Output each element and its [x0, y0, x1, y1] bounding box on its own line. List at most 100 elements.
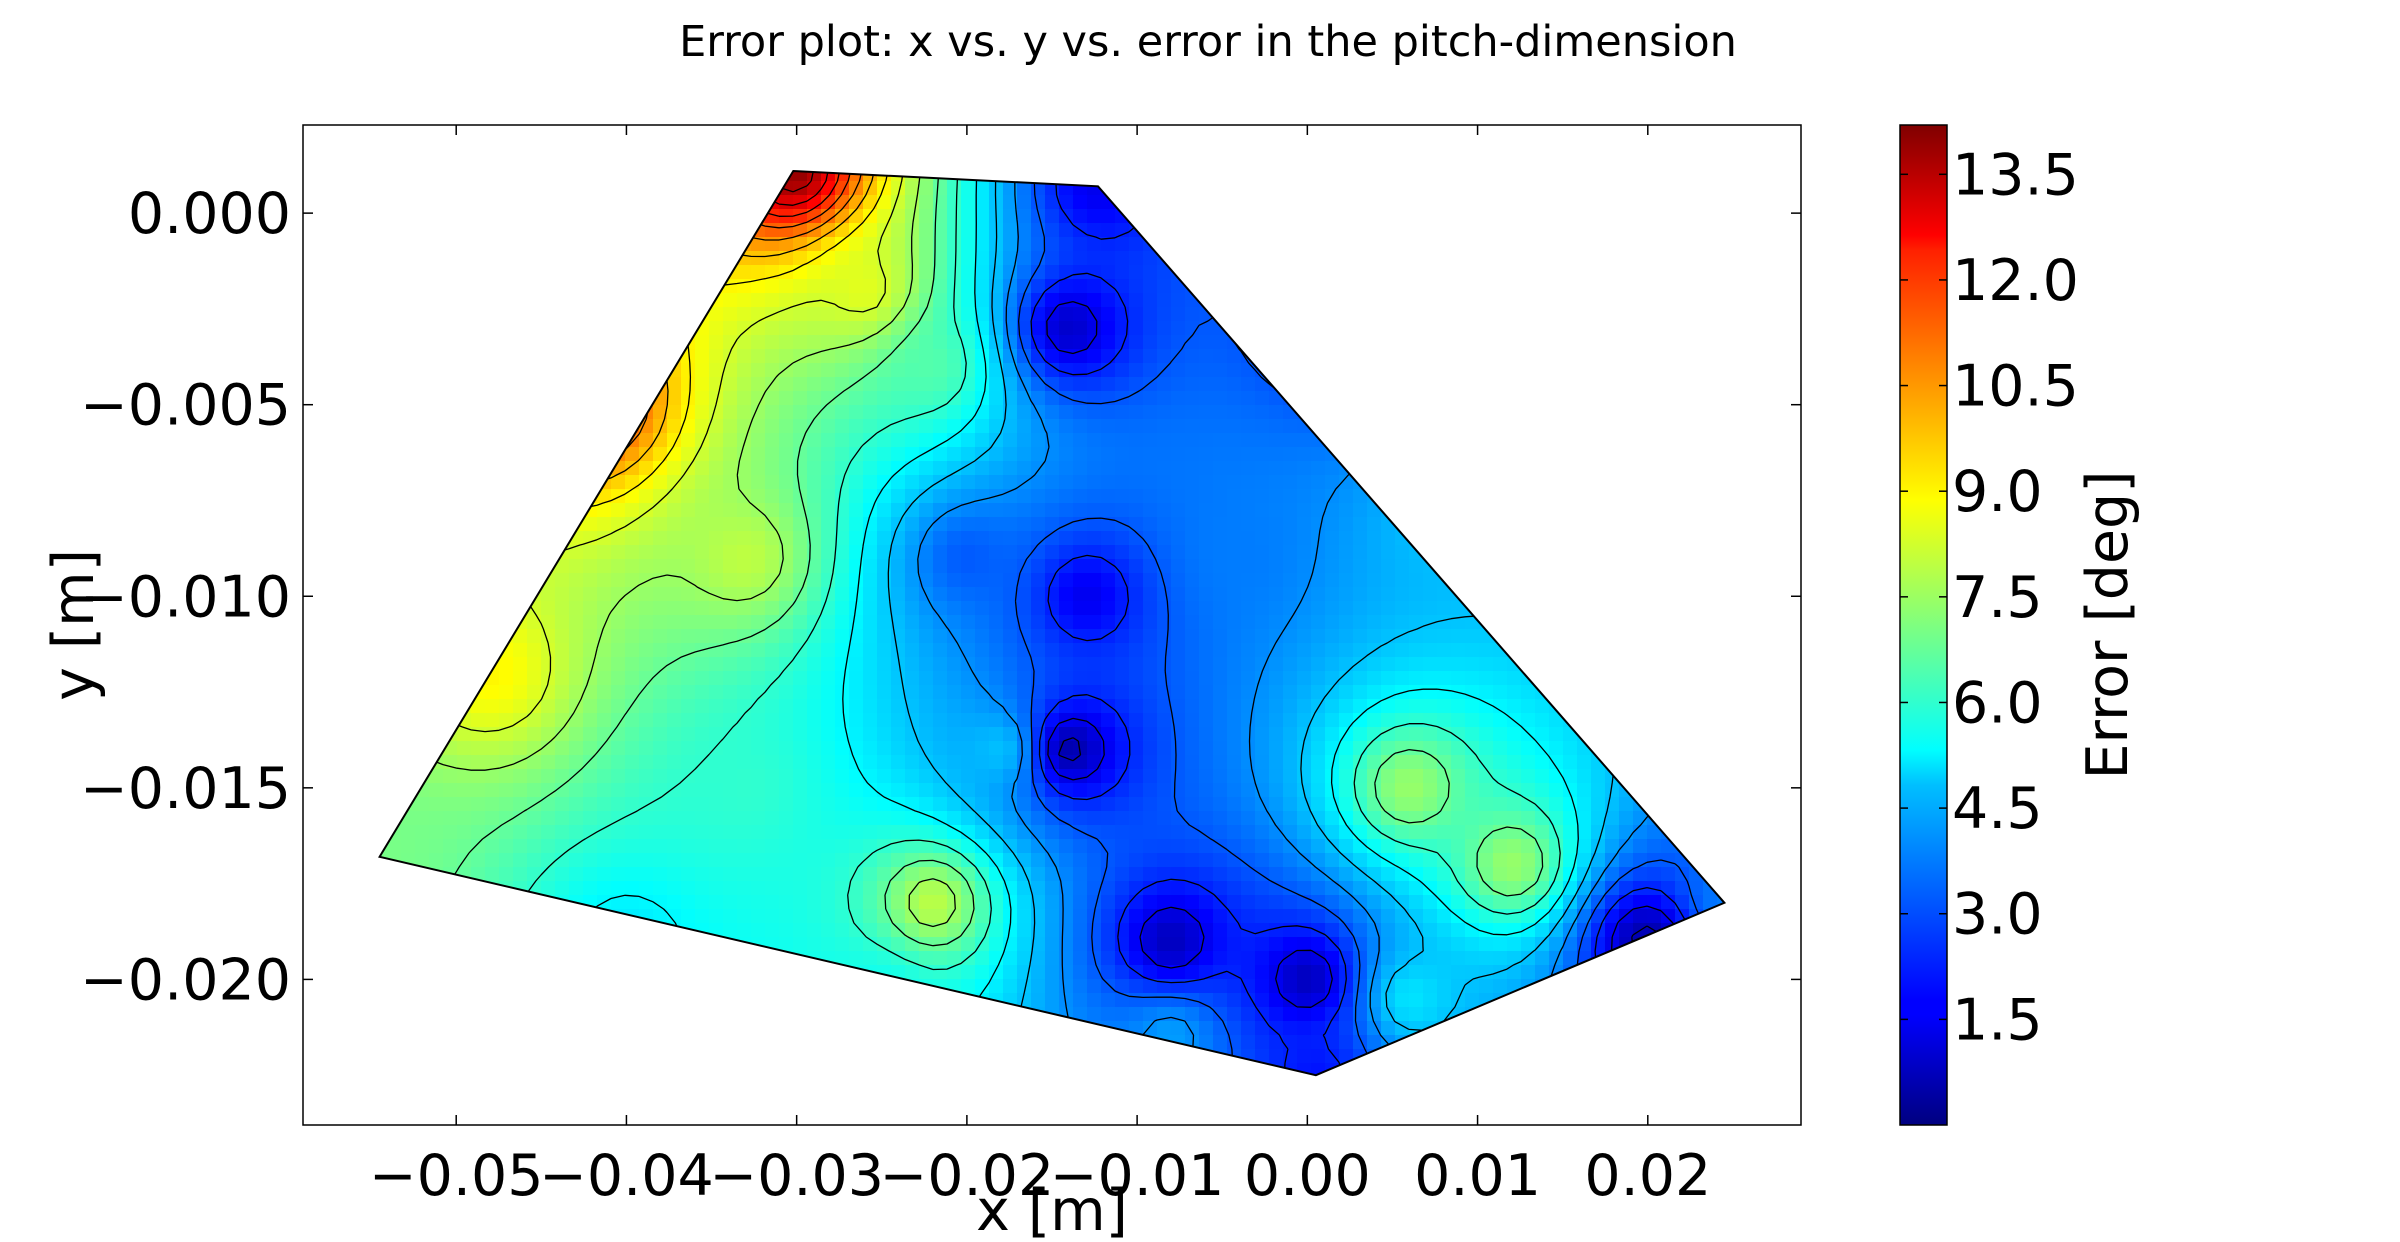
- field-cell: [527, 363, 542, 378]
- field-cell: [1395, 265, 1410, 280]
- field-cell: [1773, 517, 1788, 532]
- field-cell: [1689, 657, 1704, 672]
- field-cell: [1633, 223, 1648, 238]
- field-cell: [1381, 433, 1396, 448]
- field-cell: [1703, 671, 1718, 686]
- field-cell: [443, 503, 458, 518]
- field-cell: [1465, 587, 1480, 602]
- field-cell: [639, 643, 654, 658]
- field-cell: [1661, 503, 1676, 518]
- field-cell: [695, 419, 710, 434]
- field-cell: [1325, 713, 1340, 728]
- field-cell: [485, 377, 500, 392]
- field-cell: [1353, 125, 1368, 140]
- field-cell: [1241, 671, 1256, 686]
- field-cell: [863, 293, 878, 308]
- field-cell: [541, 279, 556, 294]
- field-cell: [1745, 475, 1760, 490]
- field-cell: [1185, 209, 1200, 224]
- field-cell: [485, 755, 500, 770]
- field-cell: [737, 125, 752, 140]
- field-cell: [849, 461, 864, 476]
- field-cell: [639, 657, 654, 672]
- field-cell: [1101, 349, 1116, 364]
- field-cell: [1213, 447, 1228, 462]
- field-cell: [1269, 209, 1284, 224]
- field-cell: [1395, 755, 1410, 770]
- field-cell: [1619, 741, 1634, 756]
- field-cell: [653, 713, 668, 728]
- field-cell: [807, 363, 822, 378]
- field-cell: [541, 307, 556, 322]
- field-cell: [471, 461, 486, 476]
- field-cell: [541, 419, 556, 434]
- field-cell: [1717, 433, 1725, 448]
- field-cell: [541, 447, 556, 462]
- field-cell: [779, 125, 794, 140]
- field-cell: [793, 125, 808, 140]
- field-cell: [583, 433, 598, 448]
- field-cell: [1745, 503, 1760, 518]
- field-cell: [1703, 531, 1718, 546]
- field-cell: [1745, 321, 1760, 336]
- field-cell: [891, 601, 906, 616]
- field-cell: [1325, 195, 1340, 210]
- field-cell: [1549, 657, 1564, 672]
- field-cell: [429, 307, 444, 322]
- field-cell: [569, 363, 584, 378]
- field-cell: [961, 125, 976, 140]
- field-cell: [625, 475, 640, 490]
- field-cell: [667, 447, 682, 462]
- field-cell: [1409, 699, 1424, 714]
- field-cell: [1787, 447, 1802, 462]
- field-cell: [1731, 153, 1746, 168]
- field-cell: [1521, 335, 1536, 350]
- field-cell: [1549, 755, 1564, 770]
- field-cell: [1717, 503, 1725, 518]
- field-cell: [807, 223, 822, 238]
- field-cell: [569, 461, 584, 476]
- field-cell: [1255, 587, 1270, 602]
- field-cell: [1101, 587, 1116, 602]
- field-cell: [1101, 279, 1116, 294]
- field-cell: [597, 657, 612, 672]
- field-cell: [1409, 489, 1424, 504]
- field-cell: [471, 769, 486, 784]
- field-cell: [849, 195, 864, 210]
- field-cell: [457, 559, 472, 574]
- field-cell: [1563, 433, 1578, 448]
- field-cell: [1339, 433, 1354, 448]
- field-cell: [1563, 223, 1578, 238]
- field-cell: [1773, 713, 1788, 728]
- field-cell: [1465, 727, 1480, 742]
- field-cell: [1591, 251, 1606, 266]
- field-cell: [625, 657, 640, 672]
- field-cell: [513, 741, 528, 756]
- field-cell: [401, 601, 416, 616]
- field-cell: [331, 335, 346, 350]
- field-cell: [429, 643, 444, 658]
- field-cell: [1101, 307, 1116, 322]
- field-cell: [1199, 699, 1214, 714]
- field-cell: [1185, 713, 1200, 728]
- field-cell: [1115, 545, 1130, 560]
- field-cell: [989, 699, 1004, 714]
- field-cell: [625, 517, 640, 532]
- field-cell: [1171, 517, 1186, 532]
- field-cell: [1535, 447, 1550, 462]
- field-cell: [821, 153, 836, 168]
- field-cell: [1675, 195, 1690, 210]
- field-cell: [723, 475, 738, 490]
- field-cell: [1171, 171, 1186, 182]
- field-cell: [807, 237, 822, 252]
- field-cell: [961, 307, 976, 322]
- field-cell: [1451, 307, 1466, 322]
- field-cell: [485, 601, 500, 616]
- field-cell: [485, 489, 500, 504]
- field-cell: [1675, 587, 1690, 602]
- field-cell: [1773, 699, 1788, 714]
- field-cell: [1521, 643, 1536, 658]
- field-cell: [1465, 545, 1480, 560]
- field-cell: [1759, 139, 1774, 154]
- field-cell: [401, 503, 416, 518]
